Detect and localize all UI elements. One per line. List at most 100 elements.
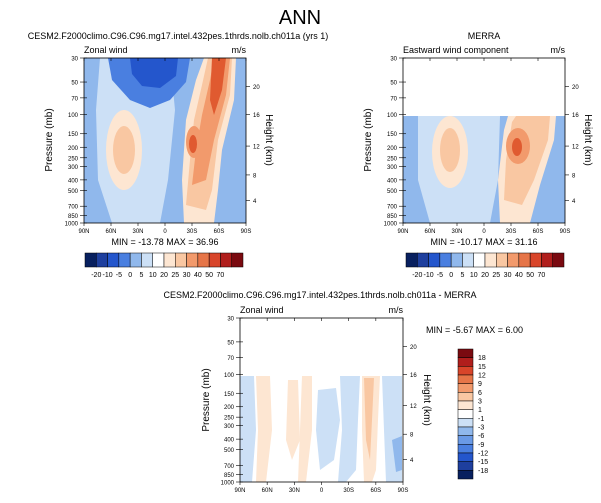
- diff-colorbar-label: -6: [478, 433, 484, 440]
- obs-colorbar-swatch: [552, 252, 565, 268]
- model-pressure-tick-label: 1000: [65, 222, 79, 228]
- obs-lat-tick-label: 90S: [560, 229, 571, 235]
- obs-lat-tick-label: 60S: [533, 229, 544, 235]
- diff-height-tick-label: 16: [410, 373, 417, 379]
- obs-height-tick-label: 20: [572, 85, 579, 91]
- model-colorbar-label: 5: [139, 272, 143, 279]
- obs-colorbar-label: 70: [538, 272, 546, 279]
- model-height-tick-label: 16: [253, 113, 260, 119]
- obs-colorbar-label: 20: [481, 272, 489, 279]
- obs-colorbar-label: 50: [526, 272, 534, 279]
- model-lat-tick-label: 30S: [187, 229, 198, 235]
- model-pressure-tick-label: 50: [71, 81, 78, 87]
- diff-colorbar-label: 6: [478, 390, 482, 397]
- obs-pressure-tick-label: 850: [387, 214, 398, 220]
- obs-nh-jet-light: [440, 128, 460, 172]
- obs-colorbar-swatch: [417, 252, 429, 268]
- model-field: [84, 58, 246, 223]
- model-lat-tick-label: 90S: [241, 229, 252, 235]
- model-easterly-strong: [130, 58, 178, 88]
- diff-colorbar-swatch: [457, 357, 474, 367]
- obs-stats: MIN = -10.17 MAX = 31.16: [430, 237, 537, 247]
- model-colorbar-swatch: [208, 252, 221, 268]
- diff-pressure-tick-label: 100: [224, 373, 235, 379]
- diff-height-tick-label: 20: [410, 345, 417, 351]
- panel-obs: MERRA Eastward wind component m/s Pressu…: [363, 31, 593, 247]
- obs-pressure-tick-label: 300: [387, 165, 398, 171]
- model-pressure-tick-label: 300: [68, 165, 79, 171]
- obs-pressure-tick-label: 50: [390, 81, 397, 87]
- diff-colorbar-swatch: [457, 409, 474, 419]
- model-colorbar-swatch: [231, 252, 244, 268]
- diff-stats: MIN = -5.67 MAX = 6.00: [426, 325, 523, 335]
- diff-pos-5: [364, 378, 374, 460]
- obs-pressure-tick-label: 200: [387, 146, 398, 152]
- model-pressure-tick-label: 400: [68, 178, 79, 184]
- obs-colorbar-swatch: [518, 252, 531, 268]
- model-lat-tick-label: 90N: [78, 229, 89, 235]
- model-stats: MIN = -13.78 MAX = 36.96: [111, 237, 218, 247]
- obs-height-tick-label: 4: [572, 199, 576, 205]
- obs-pressure-tick-label: 150: [387, 132, 398, 138]
- diff-neg-1: [240, 376, 256, 482]
- diff-colorbar-swatch: [457, 374, 474, 384]
- diff-lat-tick-label: 0: [320, 488, 324, 494]
- obs-colorbar-label: 5: [460, 272, 464, 279]
- obs-colorbar-swatch: [484, 252, 497, 268]
- diff-colorbar-label: -1: [478, 416, 484, 423]
- model-pressure-tick-label: 30: [71, 57, 78, 63]
- obs-pressure-tick-label: 30: [390, 57, 397, 63]
- diff-lat-tick-label: 30S: [343, 488, 354, 494]
- obs-lat-tick-label: 60N: [424, 229, 435, 235]
- diff-lat-tick-label: 60N: [262, 488, 273, 494]
- model-colorbar-label: -20: [91, 272, 101, 279]
- model-colorbar-label: -10: [103, 272, 113, 279]
- model-ylabel-right: Height (km): [263, 114, 274, 166]
- model-colorbar-label: 40: [194, 272, 202, 279]
- model-ylabel: Pressure (mb): [44, 108, 55, 171]
- obs-title: MERRA: [468, 31, 501, 41]
- diff-pos-3: [298, 376, 312, 482]
- model-height-tick-label: 4: [253, 199, 257, 205]
- obs-colorbar-swatch: [541, 252, 553, 268]
- model-colorbar-label: 0: [128, 272, 132, 279]
- model-colorbar-swatch: [129, 252, 142, 268]
- model-right-label: m/s: [232, 45, 247, 55]
- model-colorbar-swatch: [220, 252, 232, 268]
- obs-colorbar-swatch: [405, 252, 418, 268]
- diff-pos-2: [286, 380, 300, 460]
- diff-colorbar-label: 18: [478, 355, 486, 362]
- obs-colorbar-label: 25: [492, 272, 500, 279]
- model-lat-tick-label: 0: [163, 229, 167, 235]
- obs-colorbar-label: -10: [424, 272, 434, 279]
- obs-pressure-tick-label: 1000: [384, 222, 398, 228]
- model-nh-jet-light: [113, 126, 135, 174]
- model-pressure-tick-label: 850: [68, 214, 79, 220]
- diff-height-tick-label: 4: [410, 458, 414, 464]
- model-colorbar-label: 50: [205, 272, 213, 279]
- obs-colorbar-label: -20: [412, 272, 422, 279]
- obs-height-tick-label: 8: [572, 173, 576, 179]
- diff-colorbar-swatch: [457, 435, 474, 445]
- obs-pressure-tick-label: 700: [387, 205, 398, 211]
- model-lat-tick-label: 60S: [214, 229, 225, 235]
- model-colorbar-swatch: [175, 252, 187, 268]
- model-colorbar-swatch: [96, 252, 108, 268]
- model-title: CESM2.F2000climo.C96.C96.mg17.intel.432p…: [28, 31, 329, 41]
- diff-colorbar-swatch: [457, 400, 474, 410]
- diff-colorbar-label: -12: [478, 451, 488, 458]
- diff-pressure-tick-label: 300: [224, 424, 235, 430]
- diff-colorbar-label: 3: [478, 399, 482, 406]
- diff-colorbar-label: 12: [478, 373, 486, 380]
- diff-colorbar-swatch: [457, 418, 474, 428]
- model-height-tick-label: 20: [253, 85, 260, 91]
- obs-upper-missing: [403, 58, 565, 116]
- diff-neg-2: [316, 388, 340, 470]
- model-height-tick-label: 8: [253, 173, 257, 179]
- diff-height-tick-label: 12: [410, 404, 417, 410]
- model-colorbar-swatch: [107, 252, 120, 268]
- diff-pressure-tick-label: 50: [227, 340, 234, 346]
- diff-title: CESM2.F2000climo.C96.C96.mg17.intel.432p…: [164, 290, 477, 300]
- model-colorbar-swatch: [163, 252, 176, 268]
